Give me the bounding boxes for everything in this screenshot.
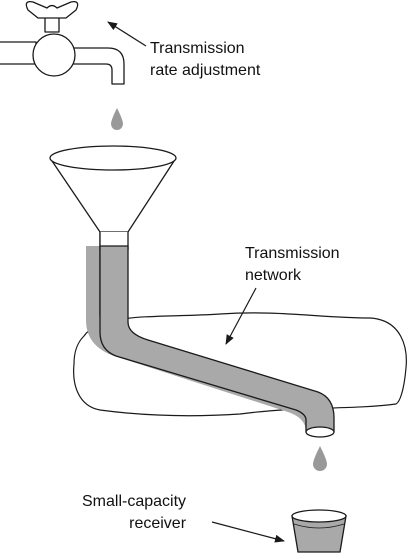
funnel-neck-empty xyxy=(100,232,128,246)
receiver-label-line2: receiver xyxy=(129,515,187,532)
water-drop-top-icon xyxy=(111,108,123,130)
faucet-arrow xyxy=(107,21,147,47)
receiver-arrow xyxy=(211,521,285,543)
receiver-label-line1: Small-capacity xyxy=(82,493,187,510)
faucet-label: Transmission rate adjustment xyxy=(150,38,260,82)
network-arrow xyxy=(225,287,257,345)
water-drop-bottom-icon xyxy=(313,446,327,471)
receiver-cup-icon xyxy=(291,509,347,553)
faucet-icon xyxy=(0,1,125,85)
pipe-outlet xyxy=(305,426,335,438)
network-label-line1: Transmission xyxy=(245,245,340,262)
funnel-rim xyxy=(49,145,177,171)
network-cloud xyxy=(73,312,407,417)
network-label-line2: network xyxy=(245,267,302,284)
faucet-label-line2: rate adjustment xyxy=(150,62,261,79)
faucet-label-line1: Transmission xyxy=(150,40,245,57)
network-label: Transmission network xyxy=(245,243,340,287)
receiver-label: Small-capacity receiver xyxy=(82,491,186,535)
